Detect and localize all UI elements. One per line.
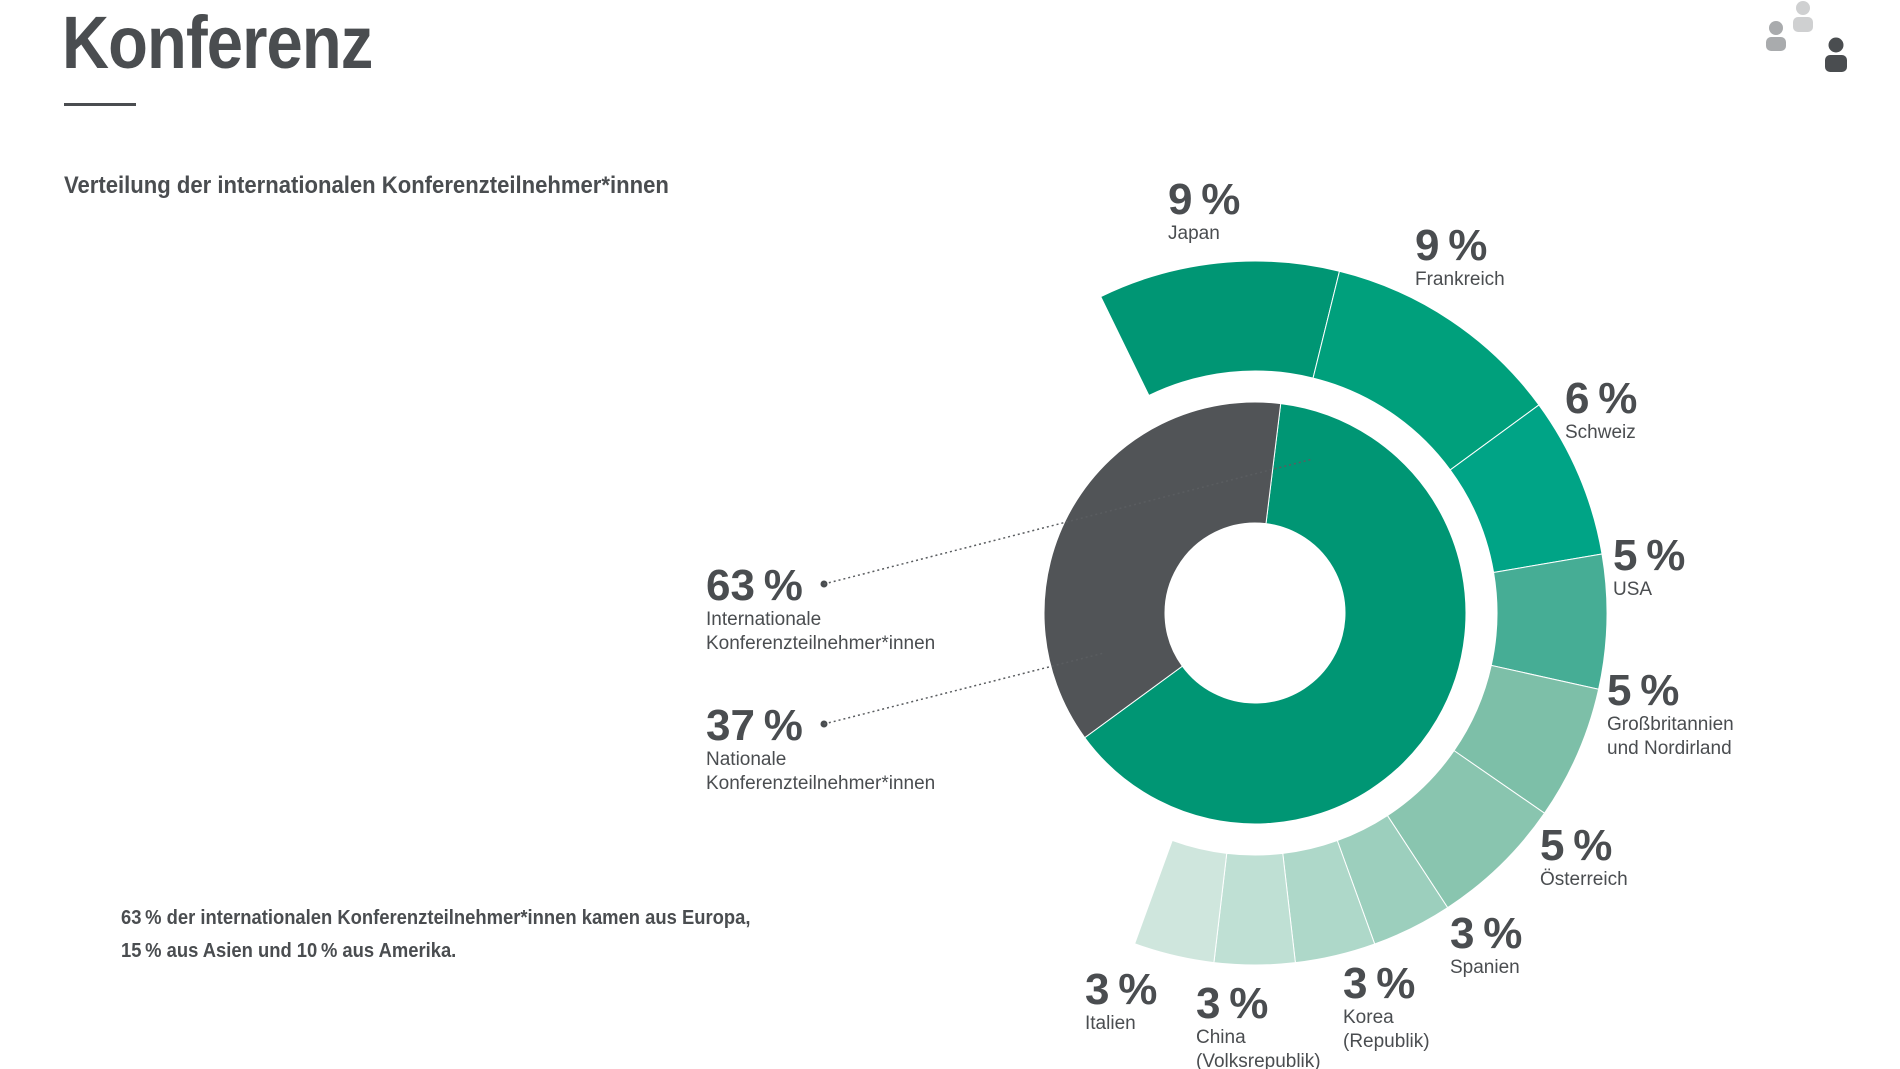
data-label-value: 5 % [1613,531,1685,580]
data-label-value: 37 % [706,701,803,750]
data-label-value: 3 % [1343,959,1415,1008]
footnote-line: 15 % aus Asien und 10 % aus Amerika. [121,940,457,962]
data-label-name: Konferenzteilnehmer*innen [706,773,935,794]
data-label-value: 6 % [1565,374,1637,423]
data-label-name: Spanien [1450,957,1520,978]
data-label-name: und Nordirland [1607,738,1732,759]
donut-slice [1043,401,1282,739]
title-underline [64,103,136,106]
data-label-value: 3 % [1196,979,1268,1028]
donut-slice [1084,403,1467,825]
data-label-value: 9 % [1168,175,1240,224]
country-ring [1100,260,1608,966]
data-label-name: Konferenzteilnehmer*innen [706,633,935,654]
share-labels: 63 %Internationale Konferenzteilnehmer*in… [706,561,935,794]
footnote-line: 63 % der internationalen Konferenzteilne… [121,907,751,929]
data-label-value: 3 % [1450,909,1522,958]
leader-lines [820,458,1314,728]
data-label-name: USA [1613,579,1652,600]
data-label-value: 9 % [1415,221,1487,270]
data-label-name: China [1196,1027,1246,1048]
data-label-value: 63 % [706,561,803,610]
leader-line [823,458,1314,585]
ring-segment [1100,260,1341,397]
ring-segment [1133,839,1228,964]
data-label-name: (Republik) [1343,1031,1430,1052]
data-label-name: Japan [1168,223,1220,244]
data-label-name: Schweiz [1565,422,1636,443]
share-donut [1043,401,1467,825]
data-label-value: 3 % [1085,965,1157,1014]
data-label-value: 5 % [1607,666,1679,715]
chart-title: Verteilung der internationalen Konferenz… [64,172,669,199]
leader-line [823,652,1105,725]
footnote: 63 % der internationalen Konferenzteilne… [121,902,783,968]
data-label-name: Korea [1343,1007,1394,1028]
people-group-icon [1766,1,1847,72]
data-label-name: (Volksrepublik) [1196,1051,1321,1069]
page-title: Konferenz [62,1,373,84]
data-label-name: Italien [1085,1013,1136,1034]
data-label-name: Nationale [706,749,786,770]
data-label-value: 5 % [1540,821,1612,870]
data-label-name: Internationale [706,609,821,630]
ring-segment [1213,852,1296,966]
data-label-name: Frankreich [1415,269,1505,290]
data-label-name: Großbritannien [1607,714,1734,735]
data-label-name: Österreich [1540,869,1628,890]
